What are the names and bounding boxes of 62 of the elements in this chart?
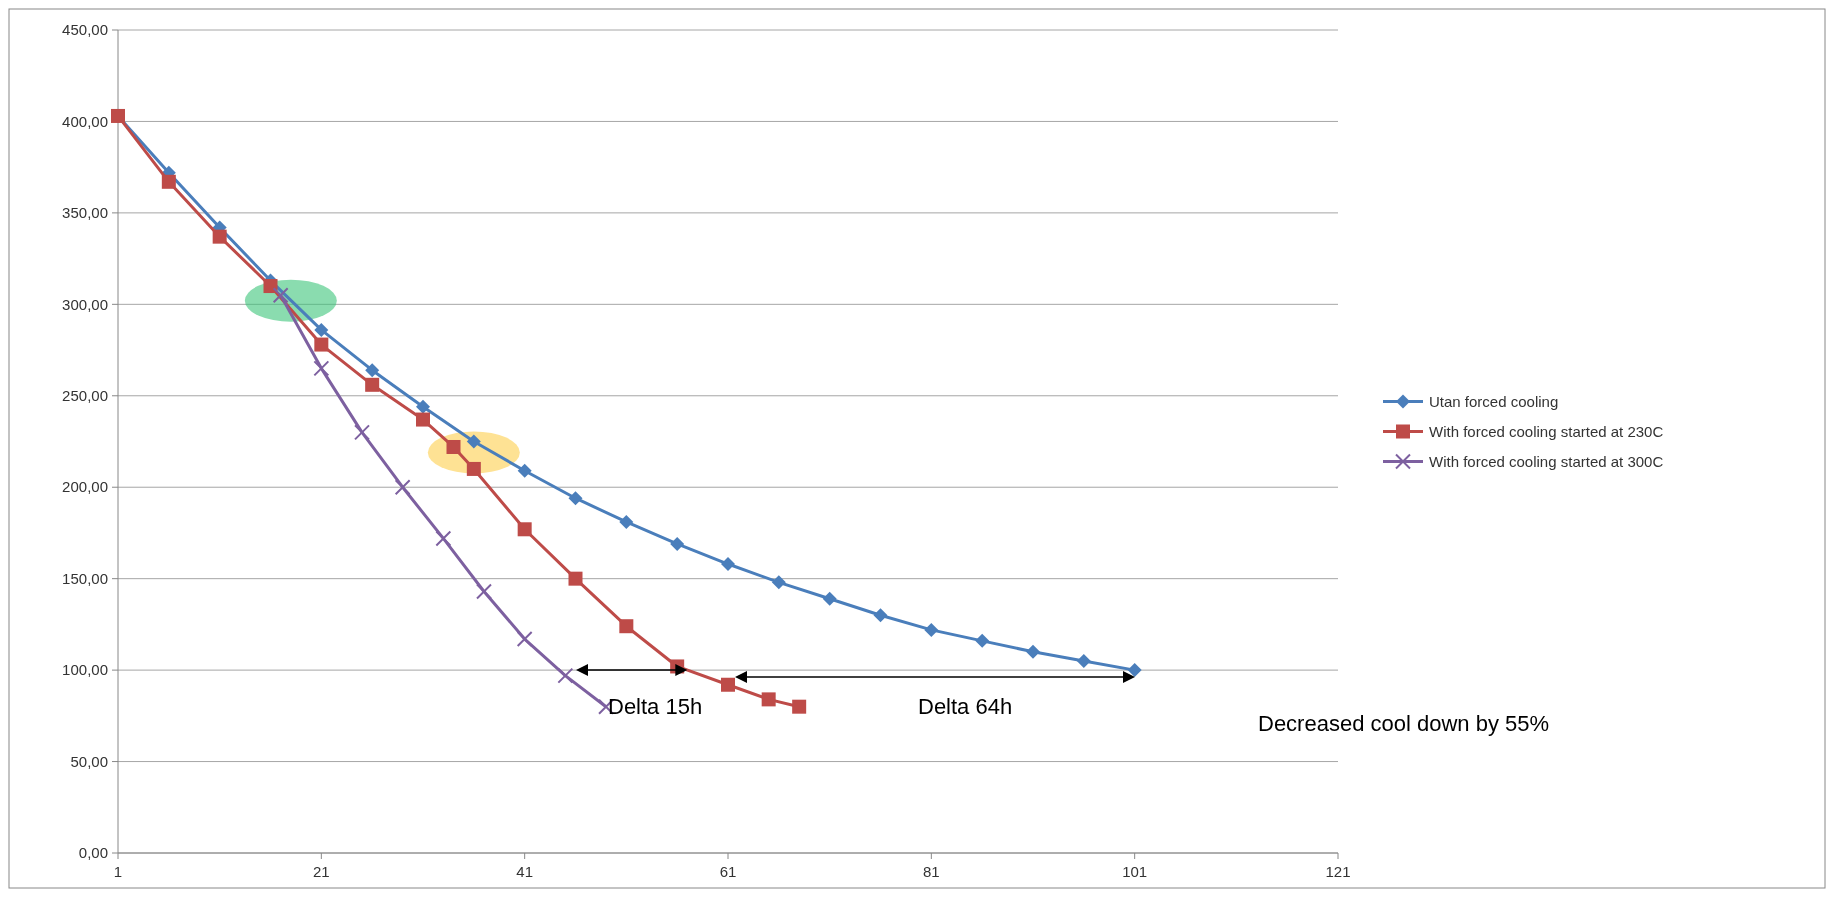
y-tick-label: 150,00 — [62, 569, 108, 587]
point — [416, 399, 430, 414]
point — [435, 530, 452, 547]
point — [476, 583, 492, 600]
point — [721, 677, 735, 692]
y-tick-label: 100,00 — [62, 661, 108, 679]
y-tick-label: 0,00 — [78, 844, 108, 862]
point — [272, 287, 289, 304]
point — [517, 522, 532, 537]
point — [822, 591, 837, 606]
point — [416, 412, 430, 427]
x-tick-label: 21 — [312, 863, 330, 880]
point — [1127, 663, 1142, 678]
point — [924, 622, 939, 637]
point — [619, 619, 634, 634]
point — [394, 479, 411, 496]
point — [466, 461, 481, 476]
annotation: Decreased cool down by 55% — [1258, 711, 1550, 736]
point — [314, 322, 329, 337]
x-tick-label: 61 — [719, 863, 737, 880]
point — [792, 699, 807, 714]
x-tick-label: 101 — [1122, 863, 1148, 880]
point — [568, 571, 583, 586]
point — [263, 279, 278, 294]
annotation: Delta 15h — [608, 694, 703, 719]
point — [517, 463, 532, 478]
y-tick-label: 300,00 — [62, 295, 108, 313]
point — [721, 557, 735, 572]
point — [516, 631, 533, 648]
x-tick-label: 1 — [113, 863, 123, 880]
legend-label: Utan forced cooling — [1429, 392, 1559, 410]
point — [446, 439, 461, 454]
point — [1026, 644, 1040, 659]
point — [365, 363, 380, 378]
legend-label: With forced cooling started at 300C — [1429, 452, 1664, 470]
point — [873, 608, 888, 623]
x-tick-label: 81 — [922, 863, 940, 880]
y-tick-label: 450,00 — [62, 21, 108, 39]
point — [568, 491, 583, 506]
x-tick-label: 121 — [1325, 863, 1351, 880]
point — [314, 337, 329, 352]
point — [161, 174, 176, 189]
x-tick-label: 41 — [516, 863, 534, 880]
point — [557, 667, 574, 684]
y-tick-label: 350,00 — [62, 204, 108, 222]
point — [466, 434, 481, 449]
point — [1076, 653, 1091, 668]
point — [670, 536, 685, 551]
point — [771, 575, 786, 590]
point — [313, 360, 330, 377]
point — [354, 424, 370, 441]
point — [212, 229, 227, 244]
annotation: Delta 64h — [918, 694, 1013, 719]
point — [619, 514, 634, 529]
y-tick-label: 250,00 — [62, 387, 108, 405]
legend-label: With forced cooling started at 230C — [1429, 422, 1664, 440]
y-tick-label: 400,00 — [62, 112, 108, 130]
y-tick-label: 50,00 — [70, 752, 108, 770]
y-tick-label: 200,00 — [62, 478, 108, 496]
point — [761, 692, 776, 707]
point — [975, 633, 990, 648]
point — [365, 377, 380, 392]
